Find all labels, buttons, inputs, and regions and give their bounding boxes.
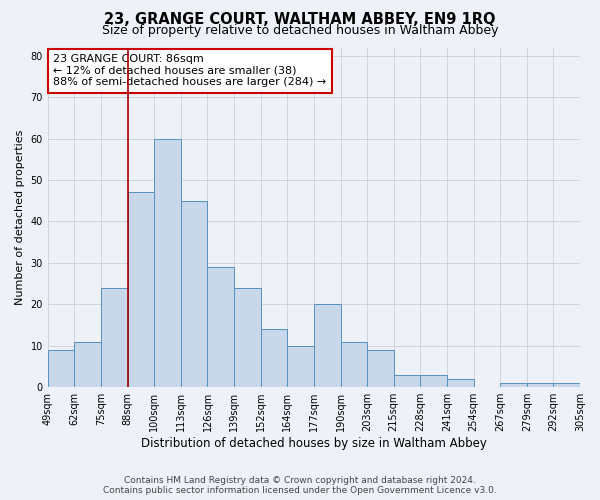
Text: 23 GRANGE COURT: 86sqm
← 12% of detached houses are smaller (38)
88% of semi-det: 23 GRANGE COURT: 86sqm ← 12% of detached…	[53, 54, 326, 88]
Bar	[154, 138, 181, 387]
Text: Size of property relative to detached houses in Waltham Abbey: Size of property relative to detached ho…	[102, 24, 498, 37]
Bar	[48, 350, 74, 387]
Bar	[367, 350, 394, 387]
Bar	[208, 267, 234, 387]
Bar	[447, 379, 473, 387]
Bar	[527, 383, 553, 387]
Bar	[421, 375, 447, 387]
Bar	[128, 192, 154, 387]
Bar	[101, 288, 128, 387]
Bar	[341, 342, 367, 387]
Bar	[74, 342, 101, 387]
Bar	[314, 304, 341, 387]
Bar	[394, 375, 421, 387]
Bar	[500, 383, 527, 387]
Bar	[181, 201, 208, 387]
Y-axis label: Number of detached properties: Number of detached properties	[15, 130, 25, 305]
Bar	[234, 288, 260, 387]
Bar	[553, 383, 580, 387]
Bar	[287, 346, 314, 387]
Bar	[260, 329, 287, 387]
X-axis label: Distribution of detached houses by size in Waltham Abbey: Distribution of detached houses by size …	[141, 437, 487, 450]
Text: 23, GRANGE COURT, WALTHAM ABBEY, EN9 1RQ: 23, GRANGE COURT, WALTHAM ABBEY, EN9 1RQ	[104, 12, 496, 28]
Text: Contains HM Land Registry data © Crown copyright and database right 2024.
Contai: Contains HM Land Registry data © Crown c…	[103, 476, 497, 495]
